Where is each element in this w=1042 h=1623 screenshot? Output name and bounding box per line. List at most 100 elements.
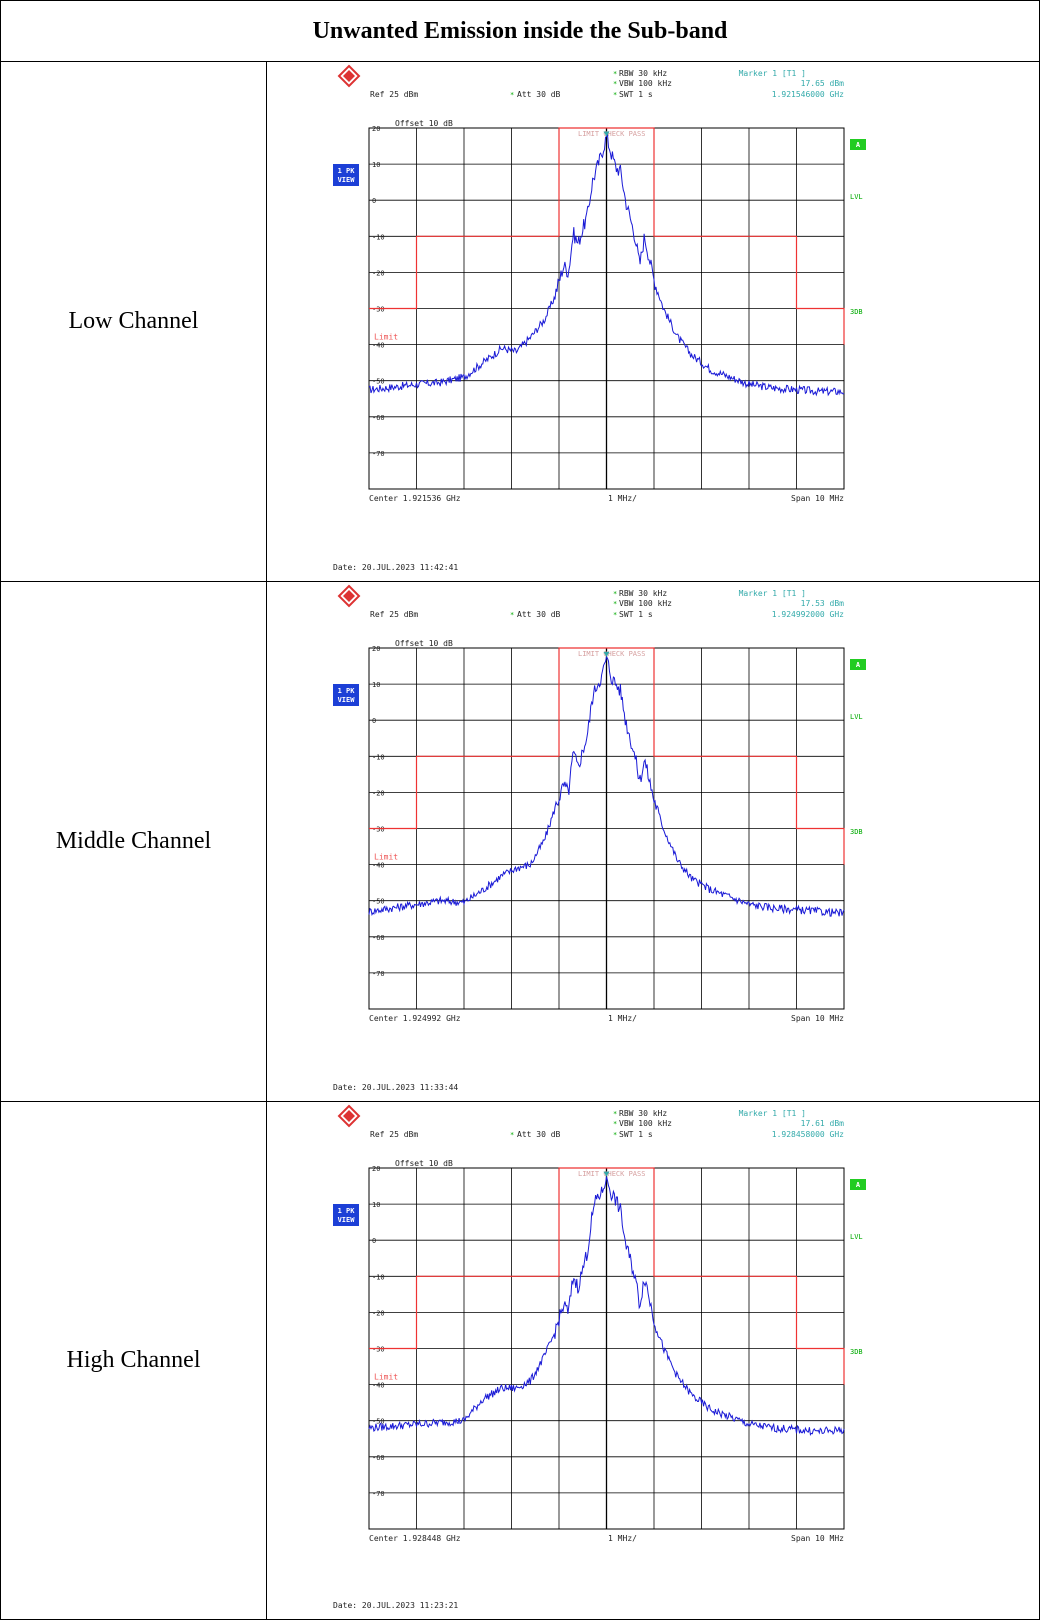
rs-logo-icon — [337, 64, 361, 88]
table-title: Unwanted Emission inside the Sub-band — [1, 1, 1039, 62]
spectrum-plot: * * * * RBW 30 kHz VBW 100 kHz SWT 1 s Ref 25 d… — [267, 582, 1039, 1101]
header-text: 17.65 dBm — [801, 79, 845, 88]
limit-line — [369, 127, 845, 345]
y-tick-label: -40 — [372, 1382, 385, 1390]
y-tick-label: 20 — [372, 1165, 380, 1173]
header-text: Ref 25 dBm — [370, 90, 418, 99]
span-label: Span 10 MHz — [791, 1534, 844, 1543]
header-text: SWT 1 s — [619, 90, 653, 99]
y-tick-label: -70 — [372, 970, 385, 978]
header-text: VBW 100 kHz — [619, 79, 672, 88]
header-text: 1.921546000 GHz — [772, 90, 844, 99]
header-text: Ref 25 dBm — [370, 610, 418, 619]
side-label: LVL — [850, 1233, 863, 1241]
limit-check-label: LIMIT CHECK PASS — [578, 650, 645, 658]
y-tick-label: -10 — [372, 753, 385, 761]
header-text: RBW 30 kHz — [619, 1109, 667, 1118]
star-icon: * — [613, 1120, 617, 1128]
row-label: Low Channel — [1, 62, 267, 581]
star-icon: * — [613, 80, 617, 88]
side-badge — [850, 1179, 866, 1190]
spectrum-plot: * * * * RBW 30 kHz VBW 100 kHz SWT 1 s Ref 25 d… — [267, 62, 1039, 581]
header-text: SWT 1 s — [619, 610, 653, 619]
y-tick-label: -50 — [372, 1418, 385, 1426]
y-tick-label: -60 — [372, 1454, 385, 1462]
header-text: Att 30 dB — [517, 1130, 561, 1139]
offset-label: Offset 10 dB — [395, 119, 453, 128]
y-tick-label: 20 — [372, 125, 380, 133]
span-label: Span 10 MHz — [791, 1014, 844, 1023]
y-tick-label: -10 — [372, 233, 385, 241]
header-text: VBW 100 kHz — [619, 1119, 672, 1128]
y-tick-label: 0 — [372, 1237, 376, 1245]
star-icon: * — [613, 600, 617, 608]
limit-check-label: LIMIT CHECK PASS — [578, 1170, 645, 1178]
star-icon: * — [510, 91, 514, 99]
header-text: Ref 25 dBm — [370, 1130, 418, 1139]
y-tick-label: 20 — [372, 645, 380, 653]
header-text: SWT 1 s — [619, 1130, 653, 1139]
marker-icon — [603, 1171, 610, 1177]
center-label: Center 1.921536 GHz — [369, 494, 461, 503]
header-text: Marker 1 [T1 ] — [739, 69, 806, 78]
y-tick-label: 10 — [372, 681, 380, 689]
trace-box-text: 1 PK — [338, 687, 356, 695]
side-label: LVL — [850, 193, 863, 201]
header-text: 1.924992000 GHz — [772, 610, 844, 619]
table-row: High Channel * * * * RBW 30 kHz VBW 100 kHz SW… — [1, 1102, 1039, 1619]
y-tick-label: -30 — [372, 306, 385, 314]
header-text: Marker 1 [T1 ] — [739, 589, 806, 598]
spectrum-trace — [368, 133, 845, 397]
y-tick-label: -50 — [372, 898, 385, 906]
y-tick-label: -70 — [372, 1490, 385, 1498]
trace-box-text: VIEW — [338, 696, 356, 704]
row-label: High Channel — [1, 1102, 267, 1619]
star-icon: * — [510, 611, 514, 619]
y-tick-label: -30 — [372, 826, 385, 834]
spectrum-plot: * * * * RBW 30 kHz VBW 100 kHz SWT 1 s Ref 25 d… — [267, 1102, 1039, 1619]
marker-icon — [603, 651, 610, 657]
header-text: 17.53 dBm — [801, 599, 845, 608]
y-tick-label: -20 — [372, 269, 385, 277]
limit-label: Limit — [374, 852, 398, 861]
y-tick-label: 0 — [372, 717, 376, 725]
trace-box-text: 1 PK — [338, 1207, 356, 1215]
side-label: 3DB — [850, 308, 863, 316]
header-text: 1.928458000 GHz — [772, 1130, 844, 1139]
date-label: Date: 20.JUL.2023 11:42:41 — [333, 563, 458, 572]
y-tick-label: -40 — [372, 342, 385, 350]
per-div-label: 1 MHz/ — [608, 1534, 637, 1543]
header-text: Att 30 dB — [517, 90, 561, 99]
star-icon: * — [613, 70, 617, 78]
rs-logo-icon — [337, 584, 361, 608]
limit-label: Limit — [374, 1372, 398, 1381]
trace-box — [333, 164, 359, 186]
y-tick-label: 0 — [372, 197, 376, 205]
header-text: RBW 30 kHz — [619, 69, 667, 78]
per-div-label: 1 MHz/ — [608, 494, 637, 503]
offset-label: Offset 10 dB — [395, 1159, 453, 1168]
trace-box — [333, 1204, 359, 1226]
date-label: Date: 20.JUL.2023 11:23:21 — [333, 1601, 458, 1610]
side-badge — [850, 139, 866, 150]
y-tick-label: -60 — [372, 934, 385, 942]
y-tick-label: -30 — [372, 1346, 385, 1354]
y-tick-label: -20 — [372, 1309, 385, 1317]
side-label: A — [856, 141, 861, 149]
y-tick-label: 10 — [372, 161, 380, 169]
side-badge — [850, 659, 866, 670]
per-div-label: 1 MHz/ — [608, 1014, 637, 1023]
y-tick-label: -70 — [372, 450, 385, 458]
side-label: A — [856, 1181, 861, 1189]
header-text: VBW 100 kHz — [619, 599, 672, 608]
y-tick-label: -40 — [372, 862, 385, 870]
offset-label: Offset 10 dB — [395, 639, 453, 648]
table-row: Low Channel * * * * RBW 30 kHz VBW 100 kHz SWT… — [1, 62, 1039, 582]
